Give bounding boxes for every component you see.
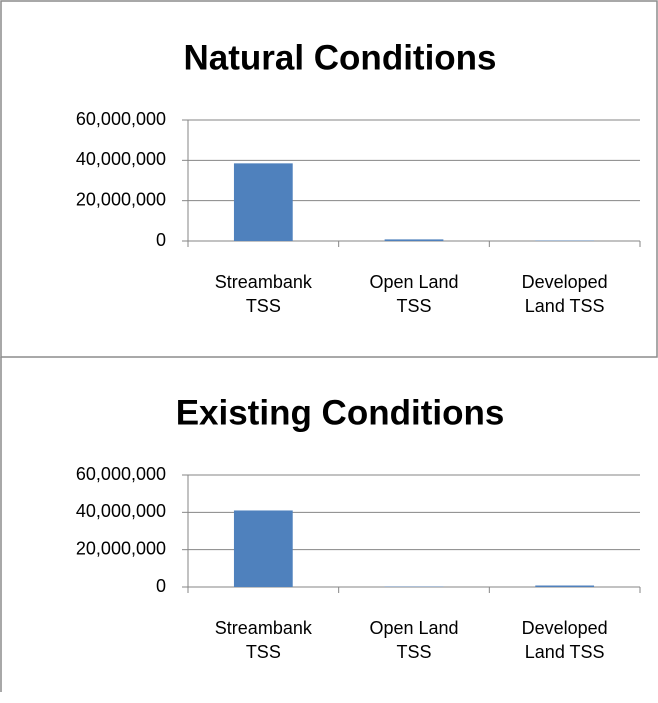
chart-title: Existing Conditions [176, 393, 505, 432]
y-tick-label: 60,000,000 [76, 109, 166, 129]
y-tick-label: 0 [156, 576, 166, 596]
y-tick-label: 40,000,000 [76, 149, 166, 169]
x-tick-label: Open Land TSS [369, 618, 459, 662]
panel-border [0, 0, 658, 358]
y-tick-label: 20,000,000 [76, 538, 166, 558]
x-tick-label: Streambank TSS [214, 272, 312, 316]
x-tick-label: Developed Land TSS [521, 272, 608, 316]
y-tick-label: 40,000,000 [76, 501, 166, 521]
y-tick-label: 0 [156, 230, 166, 250]
y-tick-label: 20,000,000 [76, 189, 166, 209]
x-tick-label: Developed Land TSS [521, 618, 608, 662]
bar [535, 585, 595, 587]
chart-title: Natural Conditions [183, 38, 496, 77]
x-tick-label: Open Land TSS [369, 272, 459, 316]
y-tick-label: 60,000,000 [76, 464, 166, 484]
bar [233, 510, 293, 587]
bar [384, 239, 444, 241]
bar [233, 163, 293, 241]
x-tick-label: Streambank TSS [214, 618, 312, 662]
